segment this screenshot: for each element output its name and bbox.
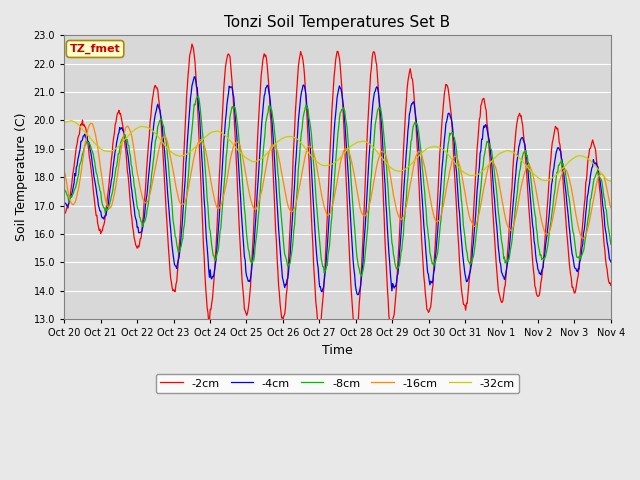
-4cm <box>354 292 362 298</box>
-16cm <box>183 194 191 200</box>
-8cm <box>422 200 429 205</box>
Y-axis label: Soil Temperature (C): Soil Temperature (C) <box>15 113 28 241</box>
-8cm <box>406 156 413 162</box>
-2cm <box>212 252 220 257</box>
-2cm <box>188 41 196 47</box>
-32cm <box>607 178 614 184</box>
-2cm <box>127 201 134 207</box>
-4cm <box>70 180 78 186</box>
-8cm <box>60 184 68 190</box>
-2cm <box>607 283 614 288</box>
Line: -8cm: -8cm <box>64 97 611 276</box>
-32cm <box>67 118 75 123</box>
-4cm <box>607 259 614 265</box>
-2cm <box>182 111 189 117</box>
-16cm <box>420 164 428 169</box>
-32cm <box>212 129 220 134</box>
Line: -2cm: -2cm <box>64 44 611 337</box>
-8cm <box>607 241 614 247</box>
-8cm <box>70 188 78 193</box>
-32cm <box>183 151 191 157</box>
-16cm <box>87 120 95 126</box>
-8cm <box>358 273 365 279</box>
X-axis label: Time: Time <box>322 344 353 357</box>
-8cm <box>194 94 202 100</box>
-32cm <box>404 164 412 169</box>
-4cm <box>60 199 68 204</box>
Line: -4cm: -4cm <box>64 77 611 295</box>
-16cm <box>60 168 68 174</box>
Line: -16cm: -16cm <box>64 123 611 239</box>
-4cm <box>212 261 220 267</box>
-4cm <box>127 174 134 180</box>
-32cm <box>71 119 79 125</box>
-2cm <box>422 291 429 297</box>
-4cm <box>191 74 199 80</box>
-16cm <box>580 236 588 241</box>
Legend: -2cm, -4cm, -8cm, -16cm, -32cm: -2cm, -4cm, -8cm, -16cm, -32cm <box>156 374 519 393</box>
-8cm <box>127 153 134 158</box>
-16cm <box>212 201 220 206</box>
Title: Tonzi Soil Temperatures Set B: Tonzi Soil Temperatures Set B <box>225 15 451 30</box>
-16cm <box>607 204 614 210</box>
-32cm <box>60 119 68 125</box>
-32cm <box>606 178 614 184</box>
-2cm <box>70 163 78 169</box>
-2cm <box>406 70 413 75</box>
-2cm <box>388 334 396 340</box>
-16cm <box>404 190 412 196</box>
-4cm <box>422 241 429 247</box>
-32cm <box>127 130 135 135</box>
-4cm <box>406 111 413 117</box>
-16cm <box>70 201 78 206</box>
-16cm <box>127 131 135 137</box>
-4cm <box>182 161 189 167</box>
-8cm <box>212 257 220 263</box>
-32cm <box>420 147 428 153</box>
-2cm <box>60 209 68 215</box>
Line: -32cm: -32cm <box>64 120 611 181</box>
-8cm <box>182 203 189 209</box>
Text: TZ_fmet: TZ_fmet <box>70 44 120 54</box>
